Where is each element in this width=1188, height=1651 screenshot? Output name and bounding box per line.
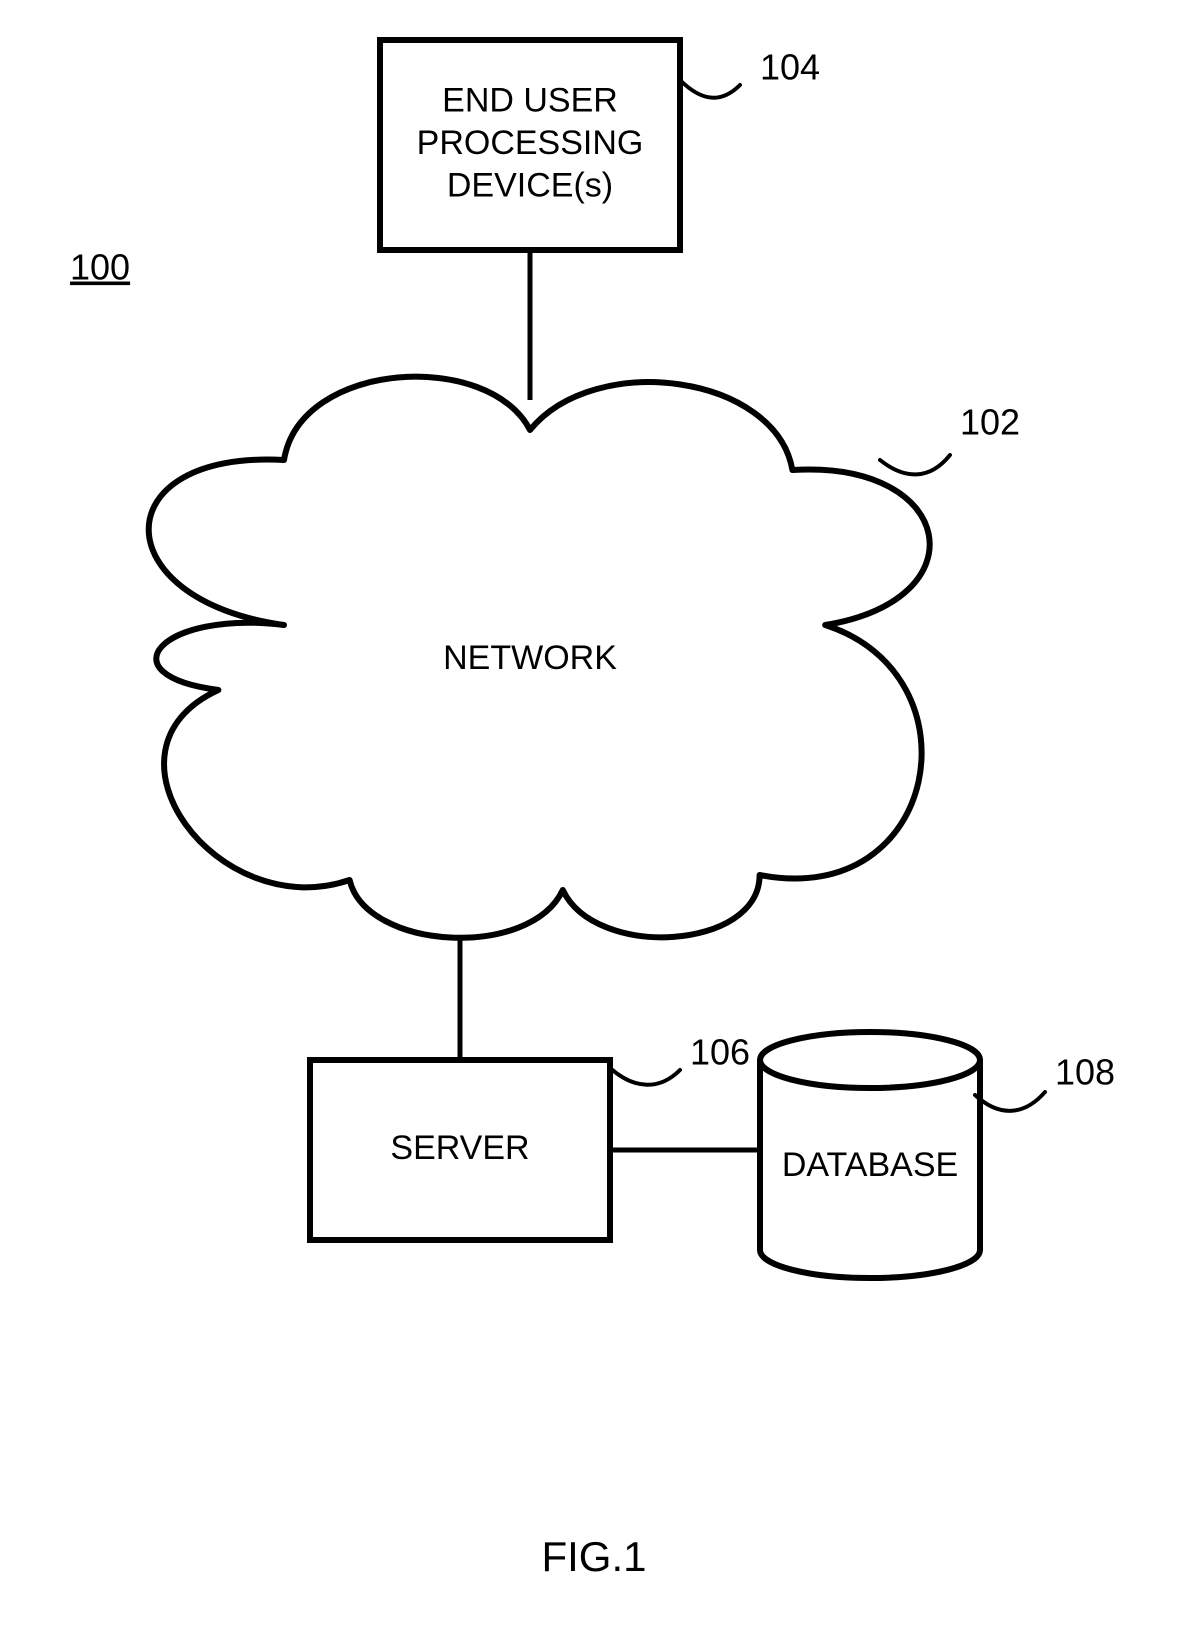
- end-user-device-label: PROCESSING: [417, 124, 644, 162]
- database-label: DATABASE: [782, 1146, 958, 1184]
- database-cylinder: DATABASE: [760, 1032, 980, 1278]
- database-ref: 108: [1055, 1052, 1115, 1093]
- server-box: SERVER: [310, 1060, 610, 1240]
- network-ref: 102: [960, 402, 1020, 443]
- figure-caption: FIG.1: [541, 1533, 646, 1580]
- end-user-ref: 104: [760, 47, 820, 88]
- server-ref: 106: [690, 1032, 750, 1073]
- end-user-device-box: END USER PROCESSING DEVICE(s): [380, 40, 680, 250]
- server-label: SERVER: [390, 1129, 529, 1167]
- network-label: NETWORK: [443, 639, 617, 677]
- system-ref: 100: [70, 247, 130, 288]
- end-user-device-label: DEVICE(s): [447, 166, 613, 204]
- end-user-device-label: END USER: [442, 81, 618, 119]
